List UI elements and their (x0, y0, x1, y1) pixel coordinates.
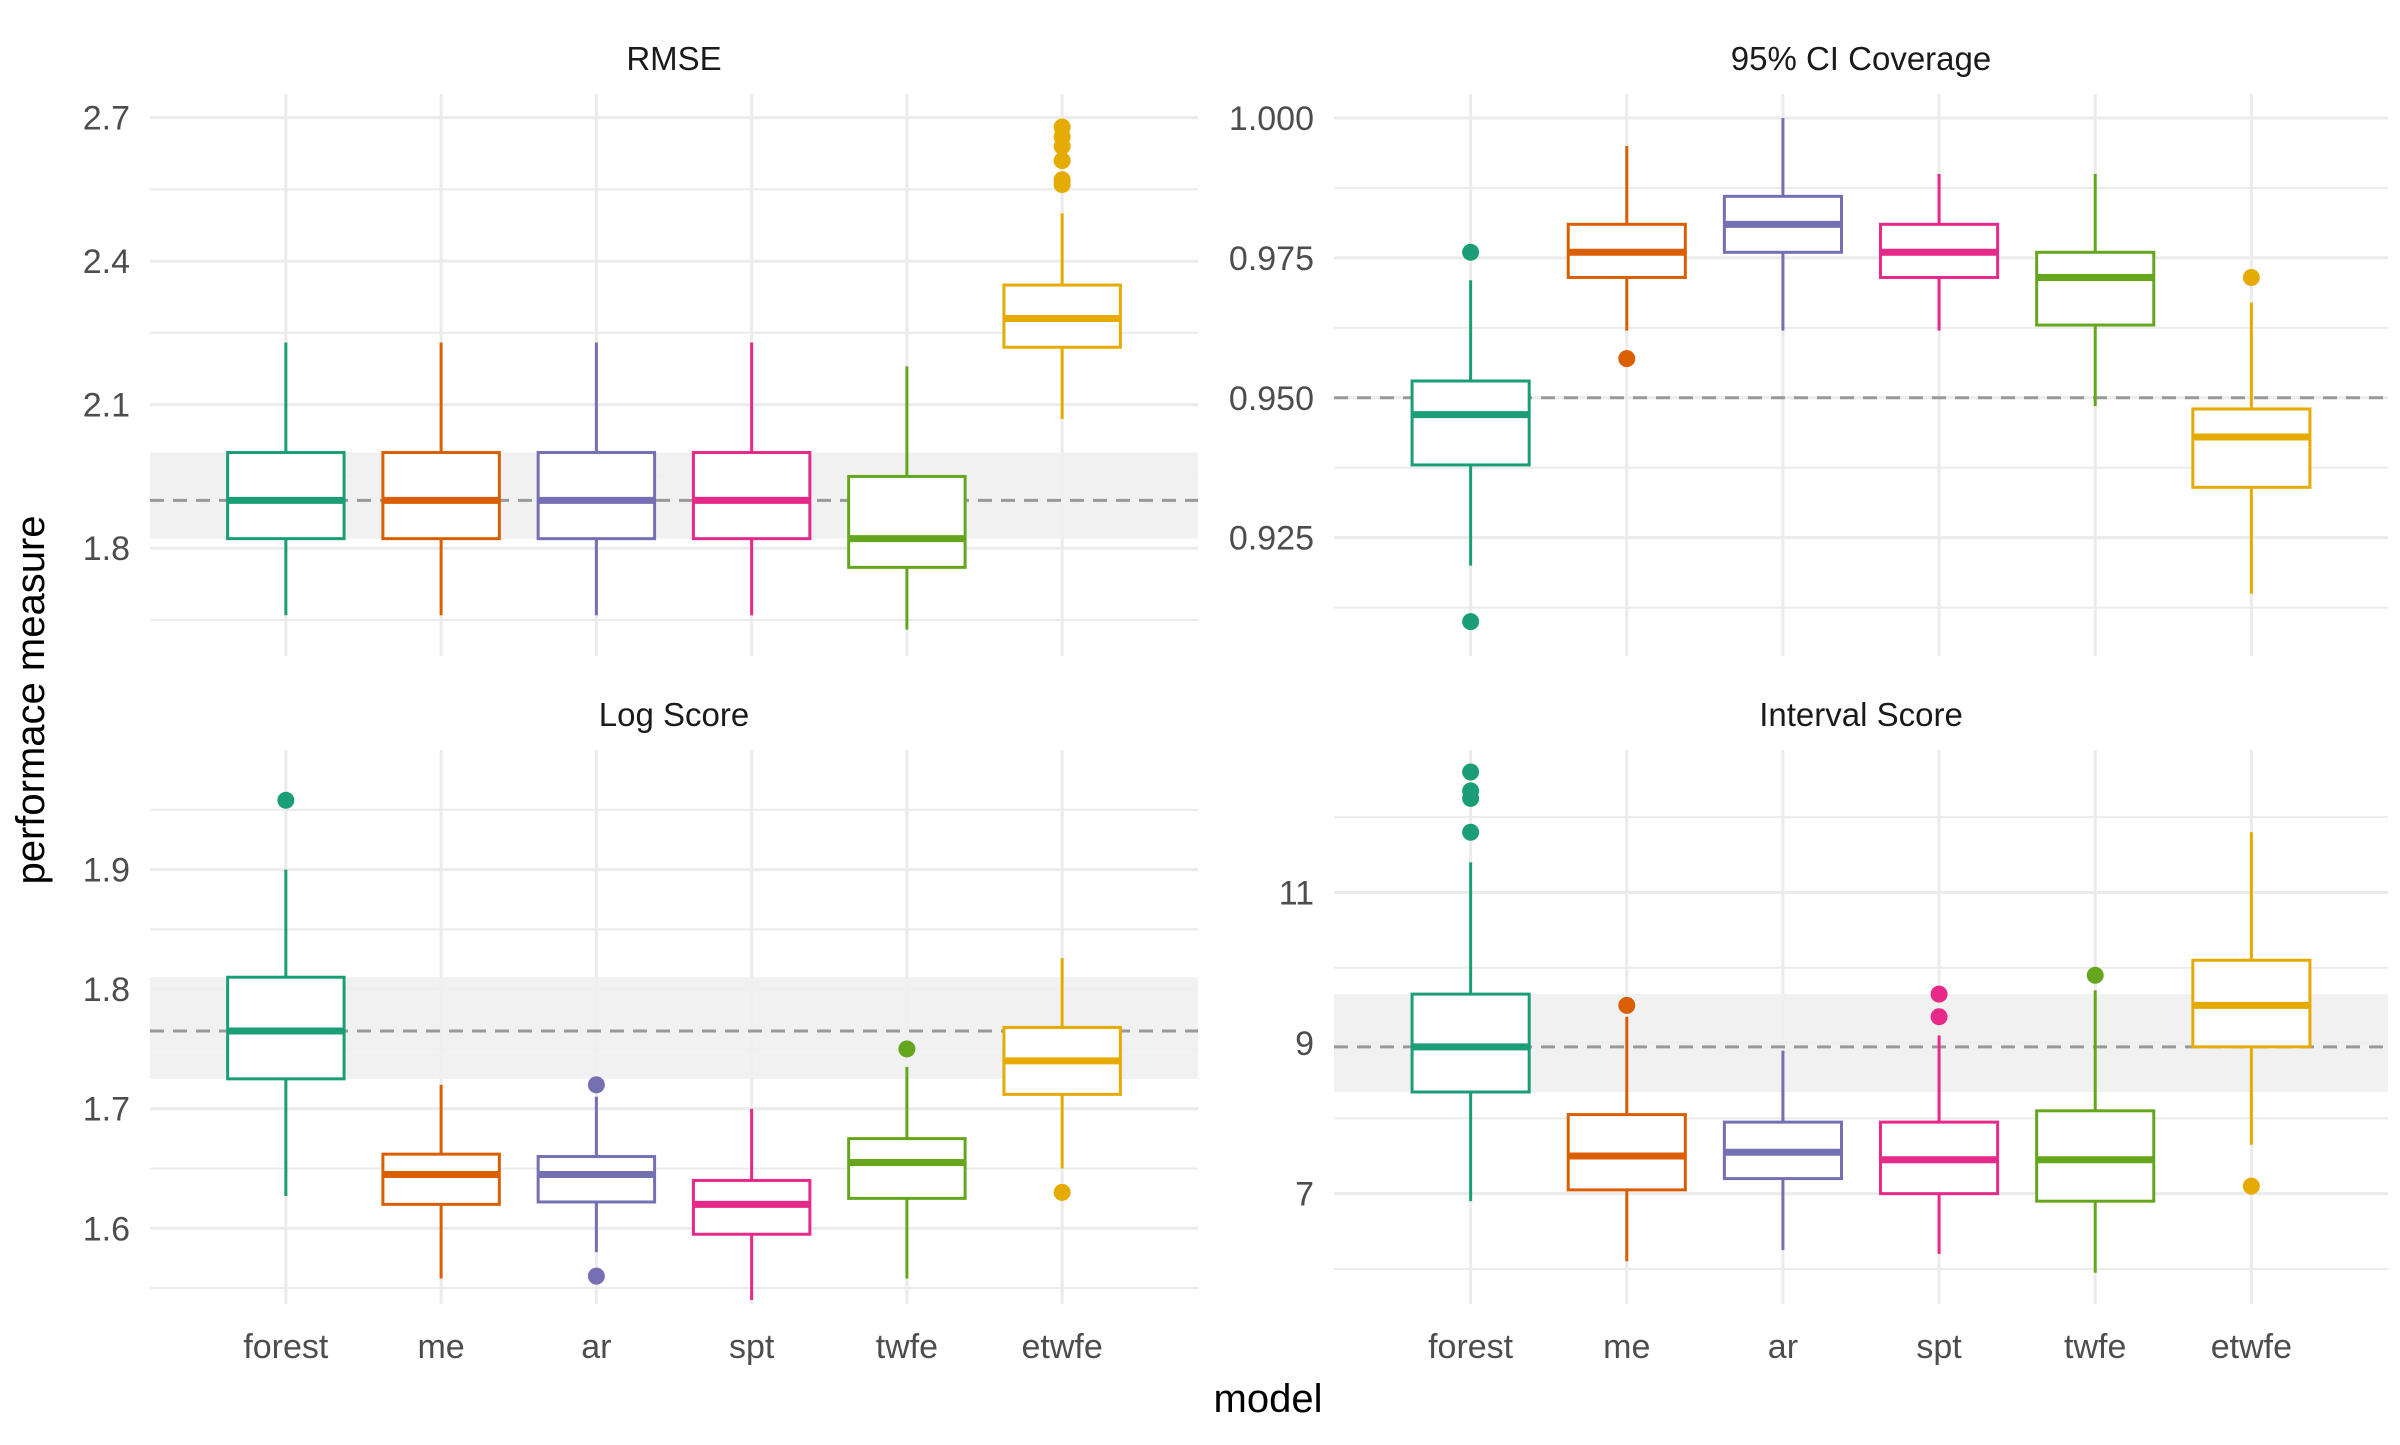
box-twfe (2035, 173, 2156, 407)
box-etwfe (2191, 832, 2312, 1195)
x-tick-label: twfe (876, 1328, 938, 1366)
box-iqr (226, 451, 346, 541)
x-tick-label: spt (729, 1328, 775, 1366)
outlier-point (1618, 996, 1636, 1014)
box-iqr (691, 451, 812, 541)
box-me (1566, 996, 1687, 1262)
box-spt (691, 342, 812, 616)
x-tick-label: ar (1768, 1328, 1798, 1366)
outlier-point (277, 791, 295, 809)
box-ar (536, 342, 657, 616)
box-etwfe (1002, 118, 1122, 420)
box-iqr (2191, 407, 2312, 489)
box-forest (1410, 243, 1531, 631)
box-iqr (381, 451, 501, 541)
outlier-point (1462, 782, 1480, 800)
panel-title: RMSE (626, 40, 721, 77)
box-spt (1879, 985, 2000, 1254)
outlier-point (1053, 152, 1071, 170)
box-etwfe (2191, 268, 2312, 594)
outlier-point (898, 1040, 916, 1058)
y-tick-label: 1.8 (83, 530, 130, 568)
box-iqr (1566, 1113, 1687, 1192)
y-tick-label: 0.925 (1229, 520, 1314, 558)
y-tick-label: 2.7 (83, 100, 130, 138)
box-iqr (847, 474, 967, 569)
box-twfe (847, 366, 967, 630)
x-tick-label: forest (1428, 1328, 1514, 1366)
x-tick-label: etwfe (2211, 1328, 2292, 1366)
panel-title: Log Score (599, 696, 749, 733)
outlier-point (1053, 1183, 1071, 1201)
box-iqr (1410, 992, 1531, 1094)
outlier-point (587, 1076, 605, 1094)
outlier-point (587, 1267, 605, 1285)
panel-interval-score: 7 9 11 Interval Score forest me ar spt twfe etwfe (1279, 696, 2388, 1366)
box-twfe (847, 1040, 967, 1279)
y-tick-label: 1.9 (83, 852, 130, 890)
box-ar (1722, 118, 1843, 331)
panel-95-ci-coverage: 0.925 0.950 0.975 1.000 95% CI Coverage (1229, 40, 2388, 656)
panel-log-score: 1.6 1.7 1.8 1.9 Log Score forest me ar spt twfe et… (83, 696, 1198, 1366)
outlier-point (1053, 171, 1071, 189)
outlier-point (1462, 613, 1480, 631)
y-tick-label: 0.950 (1229, 380, 1314, 418)
outlier-point (1618, 350, 1636, 368)
x-tick-label: forest (243, 1328, 329, 1366)
box-me (381, 1084, 501, 1279)
box-iqr (536, 1155, 657, 1204)
box-iqr (2035, 1109, 2156, 1203)
outlier-point (1930, 1008, 1948, 1026)
y-tick-label: 7 (1295, 1176, 1314, 1214)
outlier-point (1462, 243, 1480, 261)
x-tick-label: etwfe (1022, 1328, 1103, 1366)
box-forest (1410, 763, 1531, 1202)
y-tick-label: 2.1 (83, 387, 130, 425)
outlier-point (1053, 118, 1071, 136)
y-tick-label: 1.000 (1229, 100, 1314, 138)
x-tick-label: spt (1916, 1328, 1962, 1366)
box-iqr (847, 1137, 967, 1200)
x-tick-label: me (417, 1328, 464, 1366)
outlier-point (2242, 268, 2260, 286)
x-tick-label: twfe (2064, 1328, 2126, 1366)
box-etwfe (1002, 958, 1122, 1201)
box-forest (226, 791, 346, 1196)
box-ar (536, 1076, 657, 1285)
x-axis-title: model (1214, 1377, 1323, 1421)
box-twfe (2035, 966, 2156, 1273)
box-iqr (1410, 379, 1531, 467)
y-tick-label: 1.6 (83, 1210, 130, 1248)
box-iqr (2035, 250, 2156, 327)
box-iqr (381, 1152, 501, 1206)
y-tick-label: 1.8 (83, 971, 130, 1009)
box-iqr (536, 451, 657, 541)
box-ar (1722, 1050, 1843, 1251)
y-tick-label: 0.975 (1229, 240, 1314, 278)
box-me (381, 342, 501, 616)
outlier-point (1930, 985, 1948, 1003)
panel-title: 95% CI Coverage (1731, 40, 1991, 77)
box-forest (226, 342, 346, 616)
outlier-point (1462, 763, 1480, 781)
box-me (1566, 145, 1687, 368)
y-axis-title: performace measure (9, 515, 53, 884)
y-tick-label: 11 (1279, 874, 1314, 912)
x-tick-label: ar (581, 1328, 611, 1366)
outlier-point (2242, 1177, 2260, 1195)
x-tick-label: me (1603, 1328, 1650, 1366)
y-tick-label: 9 (1295, 1025, 1314, 1063)
outlier-point (1462, 823, 1480, 841)
outlier-point (2086, 966, 2104, 984)
y-tick-label: 1.7 (83, 1091, 130, 1129)
panel-rmse: 1.8 2.1 2.4 2.7 RMSE (83, 40, 1198, 656)
y-tick-label: 2.4 (83, 243, 130, 281)
panel-title: Interval Score (1759, 696, 1963, 733)
box-spt (691, 1108, 812, 1300)
box-spt (1879, 173, 2000, 331)
